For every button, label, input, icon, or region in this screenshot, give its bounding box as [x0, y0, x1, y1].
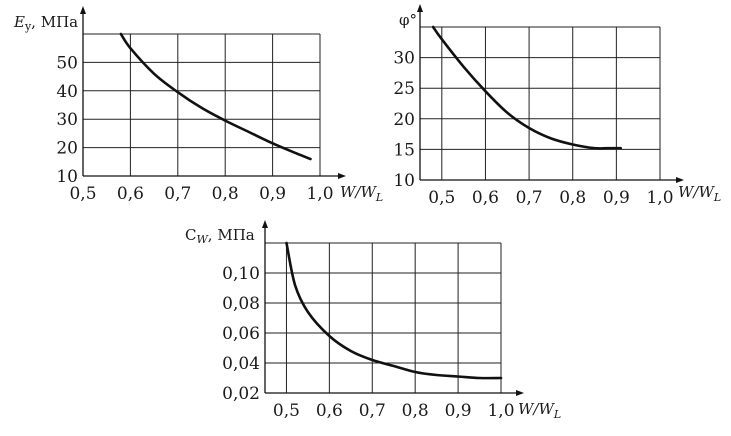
- chart-cw: 0,5 0,6 0,7 0,8 0,9 1,0 0,020,040,060,080,10 …: [185, 220, 561, 421]
- cw-y-ticks: 0,02 0,04 0,06 0,08 0,10: [222, 264, 260, 404]
- ey-x-tick-label: 0,7: [164, 184, 191, 204]
- cw-x-ticks: 0,5 0,6 0,7 0,8 0,9 1,0: [273, 401, 515, 421]
- ey-y-tick-label: 30: [56, 110, 78, 130]
- phi-y-tick-label: 15: [393, 140, 415, 160]
- ey-x-tick-label: 0,9: [259, 184, 286, 204]
- cw-curve: [285, 241, 503, 380]
- chart-ey: 0,5 0,6 0,7 0,8 0,9 1,0 10 20 30 40 50 Ey, МПа W/…: [13, 6, 383, 204]
- chart-phi: 0,5 0,6 0,7 0,8 0,9 1,0 10 15 20 25 30 φ° W/WL: [393, 4, 721, 208]
- ey-x-tick-label: 0,6: [117, 184, 144, 204]
- cw-x-arrow: [516, 390, 524, 396]
- ey-x-tick-label: 1,0: [306, 184, 333, 204]
- phi-x-tick-label: 0,6: [472, 188, 499, 208]
- cw-y-tick-label: 0,04: [222, 354, 260, 374]
- phi-x-arrow: [676, 177, 684, 183]
- cw-x-tick-label: 0,6: [316, 401, 343, 421]
- phi-y-tick-label: 25: [393, 79, 415, 99]
- cw-x-tick-label: 0,7: [359, 401, 386, 421]
- phi-x-axis-label: W/WL: [678, 183, 721, 204]
- phi-x-tick-label: 0,9: [603, 188, 630, 208]
- ey-grid: [83, 33, 321, 176]
- ey-y-tick-label: 10: [56, 167, 78, 187]
- ey-y-tick-label: 20: [56, 139, 78, 159]
- cw-x-tick-label: 0,9: [445, 401, 472, 421]
- ey-y-arrow: [80, 6, 86, 14]
- phi-curve: [431, 25, 622, 150]
- phi-x-tick-label: 0,7: [516, 188, 543, 208]
- phi-y-tick-label: 30: [393, 49, 415, 69]
- phi-y-arrow: [417, 4, 423, 12]
- ey-y-tick-label: 50: [56, 53, 78, 73]
- phi-y-ticks: 10 15 20 25 30: [393, 49, 415, 191]
- cw-y-tick-label: 0,08: [222, 294, 260, 314]
- cw-y-tick-label: 0,10: [222, 264, 260, 284]
- phi-x-tick-label: 0,8: [559, 188, 586, 208]
- cw-grid: [265, 242, 502, 393]
- ey-axes: [80, 6, 346, 179]
- phi-x-tick-label: 1,0: [646, 188, 673, 208]
- ey-curve: [119, 32, 312, 161]
- ey-x-ticks: 0,5 0,6 0,7 0,8 0,9 1,0: [69, 184, 333, 204]
- phi-x-ticks: 0,5 0,6 0,7 0,8 0,9 1,0: [428, 188, 673, 208]
- ey-y-tick-label: 40: [56, 82, 78, 102]
- phi-axes: [417, 4, 684, 183]
- ey-y-axis-label: Ey, МПа: [13, 13, 78, 33]
- cw-axes: [262, 220, 524, 396]
- cw-x-tick-label: 0,5: [273, 401, 300, 421]
- phi-y-tick-label: 20: [393, 110, 415, 130]
- cw-y-axis-label: CW, МПа: [185, 226, 255, 246]
- cw-x-tick-label: 1,0: [487, 401, 514, 421]
- phi-y-axis-label: φ°: [399, 11, 417, 29]
- ey-x-tick-label: 0,8: [212, 184, 239, 204]
- ey-x-axis-label: W/WL: [340, 183, 383, 204]
- phi-y-tick-label: 10: [393, 171, 415, 191]
- cw-y-tick-label: 0,02: [222, 384, 260, 404]
- ey-x-arrow: [338, 173, 346, 179]
- ey-y-ticks: 10 20 30 40 50: [56, 53, 78, 187]
- cw-y-arrow: [262, 220, 268, 228]
- ey-x-tick-label: 0,5: [69, 184, 96, 204]
- phi-x-tick-label: 0,5: [428, 188, 455, 208]
- cw-x-tick-label: 0,8: [402, 401, 429, 421]
- cw-y-tick-label: 0,06: [222, 324, 260, 344]
- phi-grid: [420, 26, 661, 180]
- cw-x-axis-label: W/WL: [518, 400, 561, 421]
